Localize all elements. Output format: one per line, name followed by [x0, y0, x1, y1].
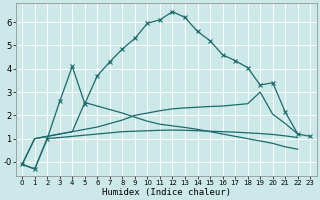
- X-axis label: Humidex (Indice chaleur): Humidex (Indice chaleur): [102, 188, 231, 197]
